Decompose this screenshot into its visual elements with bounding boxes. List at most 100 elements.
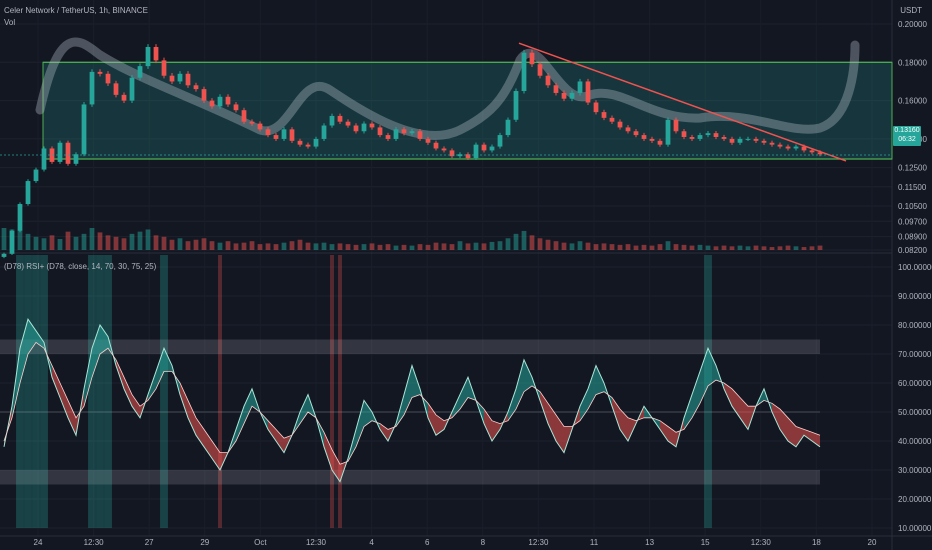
volume-bar xyxy=(689,245,695,250)
volume-bar xyxy=(809,246,815,250)
candle-body xyxy=(449,150,455,157)
rsi-fill-segment xyxy=(452,394,460,418)
rsi-overbought-highlight xyxy=(16,255,24,528)
time-axis: 24 12:30 27 29 Oct 12:30 4 6 8 12:30 11 13 15 12:30 18… xyxy=(34,538,877,547)
rsi-fill-segment xyxy=(788,417,796,447)
rsi-label: (D78) RSI+ (D78, close, 14, 70, 30, 75, … xyxy=(4,262,157,271)
rsi-fill-segment xyxy=(84,348,92,407)
candle-body xyxy=(313,138,319,147)
candle-body xyxy=(1,253,7,257)
candle-body xyxy=(465,154,471,159)
volume-bar xyxy=(601,243,607,250)
candle-body xyxy=(753,138,759,141)
candle-body xyxy=(33,169,39,182)
candle-body xyxy=(225,96,231,105)
volume-bar xyxy=(345,244,351,250)
price-tick-label: 0.08200 xyxy=(898,246,927,255)
rsi-fill-segment xyxy=(460,377,468,410)
candle-body xyxy=(817,152,823,155)
rsi-fill-segment xyxy=(620,409,628,441)
rsi-fill-segment xyxy=(356,400,364,447)
volume-bar xyxy=(209,241,215,250)
rsi-fill-segment xyxy=(628,417,636,441)
rsi-fill-segment xyxy=(540,391,548,424)
time-tick-label: 6 xyxy=(425,538,430,547)
price-tick-label: 0.10500 xyxy=(898,202,927,211)
volume-bar xyxy=(249,241,255,250)
volume-bar xyxy=(73,236,79,250)
rsi-fill-segment xyxy=(660,420,668,441)
volume-bar xyxy=(401,244,407,250)
rsi-overbought-highlight xyxy=(160,255,168,528)
rsi-fill-segment xyxy=(196,417,204,447)
candle-body xyxy=(233,104,239,111)
price-tick-label: 0.09700 xyxy=(898,217,927,226)
candle-body xyxy=(561,92,567,99)
volume-bar xyxy=(745,246,751,250)
candle-body xyxy=(25,181,31,205)
rsi-fill-segment xyxy=(100,325,108,354)
volume-bar xyxy=(121,238,127,250)
volume-bar xyxy=(233,243,239,250)
rsi-fill-segment xyxy=(204,429,212,459)
candle-body xyxy=(537,64,543,76)
price-tick-label: 0.08900 xyxy=(898,233,927,242)
candle-body xyxy=(497,135,503,147)
candle-body xyxy=(529,52,535,65)
candle-body xyxy=(689,137,695,139)
candle-body xyxy=(201,89,207,101)
rsi-fill-segment xyxy=(124,377,132,407)
volume-bar xyxy=(529,235,535,250)
volume-bar xyxy=(697,244,703,250)
rsi-fill-segment xyxy=(156,348,164,389)
rsi-fill-segment xyxy=(492,420,500,441)
volume-bar xyxy=(257,244,263,250)
volume-bar xyxy=(777,246,783,250)
rsi-tick-label: 70.00000 xyxy=(898,350,932,359)
descending-trendline[interactable] xyxy=(518,42,847,162)
candle-body xyxy=(281,129,287,139)
volume-bar xyxy=(49,235,55,250)
volume-bar xyxy=(305,242,311,250)
rsi-overbought-highlight xyxy=(24,255,32,528)
range-box[interactable] xyxy=(42,61,893,160)
volume-bar xyxy=(465,243,471,250)
rsi-fill-segment xyxy=(796,426,804,447)
volume-bar xyxy=(177,238,183,250)
volume-bar xyxy=(289,241,295,250)
time-tick-label: 11 xyxy=(590,538,599,547)
volume-bar xyxy=(369,243,375,250)
candle-body xyxy=(721,137,727,139)
candle-body xyxy=(369,123,375,128)
candle-body xyxy=(793,146,799,149)
candle-body xyxy=(241,110,247,122)
volume-bar xyxy=(521,230,527,250)
volume-bar xyxy=(513,233,519,250)
volume-bar xyxy=(537,238,543,250)
volume-bar xyxy=(113,236,119,250)
time-tick-label: 12:30 xyxy=(528,538,549,547)
time-tick-label: 18 xyxy=(812,538,821,547)
volume-bar xyxy=(617,244,623,250)
projection-curve[interactable] xyxy=(35,37,860,140)
rsi-fill-segment xyxy=(428,403,436,436)
volume-bar xyxy=(89,228,95,250)
candle-body xyxy=(265,129,271,136)
candle-body xyxy=(329,115,335,126)
rsi-fill-segment xyxy=(60,383,68,418)
rsi-fill-segment xyxy=(708,348,716,386)
rsi-fill-segment xyxy=(780,409,788,441)
volume-bar xyxy=(489,241,495,250)
candle-body xyxy=(257,123,263,130)
candle-body xyxy=(113,83,119,95)
candle-body xyxy=(193,85,199,90)
rsi-fill-segment xyxy=(412,365,420,398)
candle-body xyxy=(665,119,671,145)
rsi-fill-segment xyxy=(740,397,748,430)
candle-body xyxy=(729,138,735,143)
rsi-tick-label: 10.00000 xyxy=(898,524,932,533)
volume-bar xyxy=(801,247,807,250)
volume-bar xyxy=(1,228,7,250)
time-tick-label: 4 xyxy=(369,538,374,547)
